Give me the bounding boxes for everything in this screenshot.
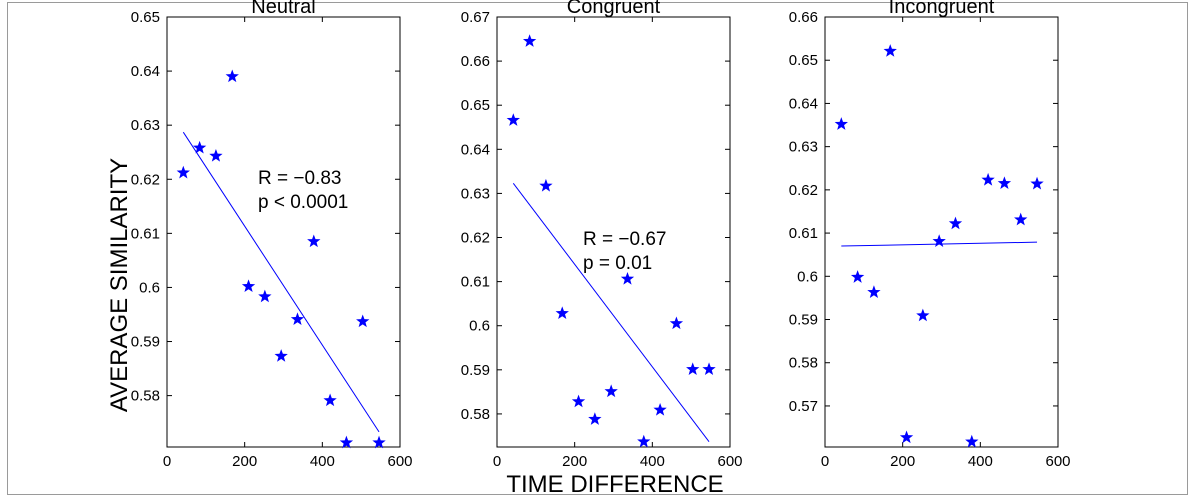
x-tick-label: 200 <box>890 453 915 470</box>
x-tick-label: 600 <box>717 453 742 470</box>
correlation-r-label: R = −0.83 <box>258 168 341 189</box>
data-point-star <box>176 165 190 179</box>
data-point-star <box>372 435 386 449</box>
y-tick-label: 0.61 <box>789 225 818 242</box>
x-tick-label: 0 <box>821 453 829 470</box>
p-value-label: p < 0.0001 <box>258 192 348 213</box>
regression-line <box>182 131 380 433</box>
y-tick-label: 0.61 <box>461 274 490 291</box>
data-point-star <box>323 393 337 407</box>
data-point-star <box>588 412 602 425</box>
y-tick-label: 0.58 <box>789 355 818 372</box>
data-point-star <box>916 308 930 322</box>
data-point-star <box>669 316 684 330</box>
data-point-star <box>604 384 618 398</box>
x-tick-label: 0 <box>493 453 501 470</box>
panel-incongruent: Incongruent 0 200 400 600 0.57 0.58 0.59 0.6 0.61… <box>789 0 1071 470</box>
y-tick-label: 0.62 <box>461 230 490 247</box>
y-tick-label: 0.66 <box>461 53 490 70</box>
data-point-star <box>1014 212 1028 226</box>
y-axis-label: AVERAGE SIMILARITY <box>106 158 133 412</box>
y-tick-label: 0.61 <box>131 225 160 242</box>
data-point-star <box>225 69 239 83</box>
y-tick-label: 0.67 <box>461 9 490 26</box>
data-point-star <box>899 430 914 444</box>
y-tick-label: 0.64 <box>789 95 818 112</box>
data-point-star <box>209 149 223 162</box>
y-tick-label: 0.65 <box>131 9 160 26</box>
correlation-r-label: R = −0.67 <box>583 229 666 250</box>
panel-congruent: Congruent 0 200 400 600 0.58 0.59 0.6 0.61 0.62 0.… <box>461 0 743 470</box>
x-tick-label: 600 <box>1045 453 1070 470</box>
data-point-star <box>539 178 553 192</box>
data-point-star <box>637 434 651 448</box>
data-point-star <box>702 362 716 376</box>
data-point-star <box>307 234 321 248</box>
data-point-star <box>555 306 569 320</box>
data-point-star <box>258 289 272 303</box>
y-tick-label: 0.6 <box>469 318 490 335</box>
x-tick-label: 200 <box>562 453 587 470</box>
axes-box <box>496 16 731 448</box>
x-tick-label: 400 <box>968 453 993 470</box>
x-axis-label: TIME DIFFERENCE <box>506 471 723 498</box>
panel-title: Incongruent <box>889 0 995 18</box>
data-point-star <box>241 279 256 293</box>
axes-box <box>824 16 1059 448</box>
axes-box <box>166 16 401 448</box>
data-point-star <box>948 216 963 230</box>
y-tick-label: 0.63 <box>789 139 818 156</box>
data-point-star <box>883 44 897 57</box>
y-tick-label: 0.65 <box>461 97 490 114</box>
regression-line <box>512 182 710 443</box>
data-point-star <box>653 402 667 416</box>
y-tick-label: 0.62 <box>131 171 160 188</box>
data-point-star <box>867 285 881 298</box>
data-point-star <box>620 271 635 285</box>
y-tick-label: 0.59 <box>131 334 160 351</box>
y-tick-label: 0.57 <box>789 398 818 415</box>
p-value-label: p = 0.01 <box>583 253 652 274</box>
data-point-star <box>965 434 979 448</box>
data-point-star <box>571 394 586 408</box>
data-point-star <box>339 435 354 449</box>
y-tick-label: 0.6 <box>797 268 818 285</box>
data-point-star <box>192 140 207 154</box>
y-tick-label: 0.64 <box>131 63 160 80</box>
y-tick-label: 0.59 <box>789 312 818 329</box>
y-tick-label: 0.59 <box>461 362 490 379</box>
x-tick-label: 200 <box>232 453 257 470</box>
panel-title: Congruent <box>567 0 661 18</box>
y-tick-label: 0.6 <box>139 279 160 296</box>
panel-title: Neutral <box>251 0 315 18</box>
x-tick-label: 400 <box>310 453 335 470</box>
y-tick-label: 0.62 <box>789 182 818 199</box>
data-point-star <box>506 113 520 126</box>
data-point-star <box>274 349 288 362</box>
data-point-star <box>834 117 848 130</box>
y-tick-label: 0.63 <box>461 185 490 202</box>
data-point-star <box>1030 176 1044 190</box>
y-tick-label: 0.58 <box>131 388 160 405</box>
y-tick-label: 0.64 <box>461 141 490 158</box>
x-tick-label: 400 <box>640 453 665 470</box>
y-tick-label: 0.58 <box>461 406 490 423</box>
data-point-star <box>522 34 537 47</box>
y-tick-label: 0.66 <box>789 9 818 26</box>
x-tick-label: 0 <box>163 453 171 470</box>
panel-neutral: Neutral 0 200 400 600 0.58 0.59 0.6 0.61 0.62 0.63… <box>131 0 413 470</box>
data-point-star <box>686 362 700 376</box>
figure-frame <box>7 2 1188 495</box>
x-tick-label: 600 <box>387 453 412 470</box>
data-point-star <box>850 270 865 283</box>
y-tick-label: 0.65 <box>789 52 818 69</box>
data-point-star <box>356 314 370 328</box>
data-point-star <box>981 172 995 186</box>
data-point-star <box>290 312 305 326</box>
data-point-star <box>932 234 946 247</box>
y-tick-label: 0.63 <box>131 117 160 134</box>
data-point-star <box>997 176 1012 190</box>
